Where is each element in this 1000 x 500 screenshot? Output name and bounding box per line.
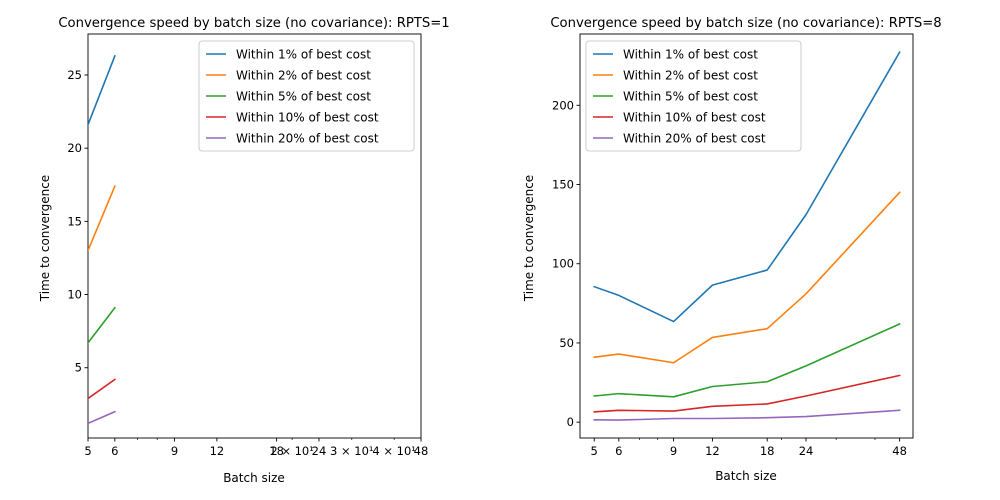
y-tick-label: 150 <box>552 178 574 192</box>
series-line <box>593 191 901 364</box>
x-tick-label: 24 <box>312 444 327 458</box>
y-tick-label: 15 <box>67 214 82 228</box>
legend-entry: Within 2% of best cost <box>623 69 758 83</box>
legend-entry: Within 10% of best cost <box>623 111 766 125</box>
x-tick-label: 5 <box>591 444 598 458</box>
legend-entry: Within 5% of best cost <box>623 90 758 104</box>
legend-box <box>198 40 415 152</box>
x-tick-label: 6 <box>615 444 622 458</box>
y-tick-label: 0 <box>567 415 574 429</box>
x-axis-label: Batch size <box>223 471 285 485</box>
series-line <box>88 410 116 425</box>
series-layer <box>593 51 901 421</box>
series-line <box>88 185 116 252</box>
series-layer <box>88 54 116 425</box>
x-tick-label: 5 <box>84 444 91 458</box>
chart-title: Convergence speed by batch size (no cova… <box>58 16 449 31</box>
y-tick-label: 5 <box>75 361 82 375</box>
legend-entry: Within 5% of best cost <box>236 90 371 104</box>
x-minor-tick-label: 2 × 10¹ <box>270 444 314 458</box>
series-line <box>88 378 116 400</box>
x-minor-tick-label: 4 × 10¹ <box>372 444 416 458</box>
legend-entry: Within 1% of best cost <box>623 48 758 62</box>
axes-frame <box>579 33 914 439</box>
x-minor-tick-label: 3 × 10¹ <box>330 444 374 458</box>
x-tick-label: 9 <box>171 444 178 458</box>
y-tick-label: 100 <box>552 257 574 271</box>
series-line <box>593 322 901 398</box>
series-line <box>88 306 116 344</box>
y-axis-label: Time to convergence <box>522 175 536 302</box>
x-tick-label: 12 <box>210 444 225 458</box>
x-tick-label: 6 <box>111 444 118 458</box>
x-tick-label: 24 <box>799 444 814 458</box>
x-tick-label: 48 <box>414 444 429 458</box>
x-tick-label: 48 <box>892 444 907 458</box>
series-line <box>593 51 901 323</box>
x-tick-label: 18 <box>760 444 775 458</box>
y-tick-label: 200 <box>552 98 574 112</box>
x-tick-label: 9 <box>670 444 677 458</box>
series-line <box>593 374 901 413</box>
legend: Within 1% of best cost Within 2% of best … <box>198 40 415 152</box>
x-tick-label: 12 <box>705 444 720 458</box>
legend-box <box>585 40 802 152</box>
legend-entry: Within 1% of best cost <box>236 48 371 62</box>
legend-entry: Within 10% of best cost <box>236 111 379 125</box>
x-tick-label: 18 <box>269 444 284 458</box>
y-tick-label: 25 <box>67 68 82 82</box>
x-axis-label: Batch size <box>715 469 777 483</box>
legend-entry: Within 2% of best cost <box>236 69 371 83</box>
legend-entry: Within 20% of best cost <box>236 132 379 146</box>
y-tick-label: 50 <box>559 336 574 350</box>
legend: Within 1% of best cost Within 2% of best … <box>585 40 802 152</box>
series-line <box>88 54 116 126</box>
series-line <box>593 409 901 421</box>
chart-rpts-8: Convergence speed by batch size (no cova… <box>522 16 942 483</box>
y-tick-label: 20 <box>67 141 82 155</box>
y-axis-label: Time to convergence <box>38 175 52 302</box>
plot-area: 5 6 9 12 18 24 48 0 50 100 150 200 <box>552 33 914 458</box>
chart-title: Convergence speed by batch size (no cova… <box>550 16 941 31</box>
legend-entry: Within 20% of best cost <box>623 132 766 146</box>
y-tick-label: 10 <box>67 288 82 302</box>
chart-rpts-1: Convergence speed by batch size (no cova… <box>38 16 450 485</box>
axes-frame <box>87 33 422 439</box>
